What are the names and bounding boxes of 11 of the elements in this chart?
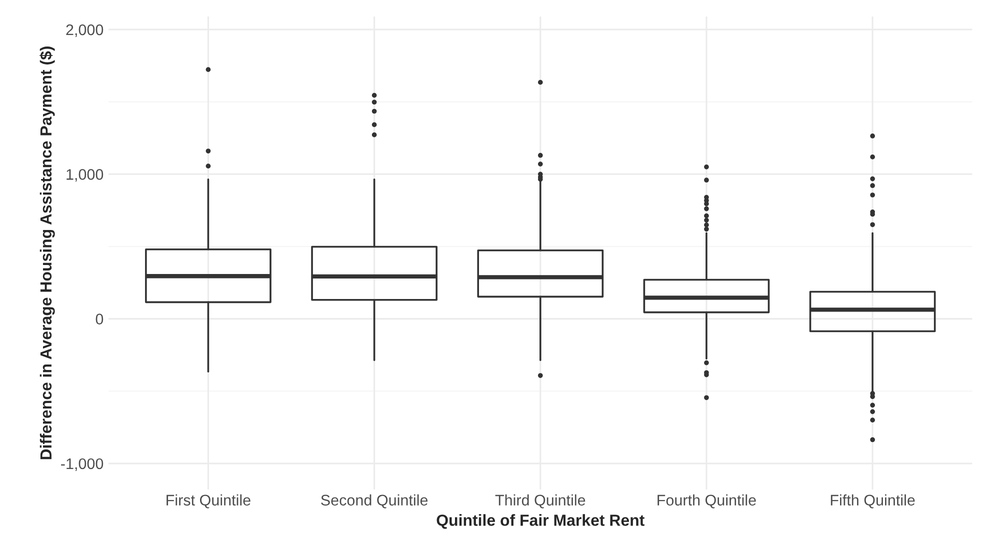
x-tick-label: First Quintile bbox=[166, 494, 250, 508]
y-axis-title: Difference in Average Housing Assistance Payment ($) bbox=[40, 46, 55, 460]
x-axis-title: Quintile of Fair Market Rent bbox=[436, 514, 644, 529]
x-tick-label: Fifth Quintile bbox=[830, 494, 915, 508]
y-tick-label: 1,000 bbox=[66, 169, 104, 182]
y-tick-label: 0 bbox=[96, 314, 104, 324]
x-tick-label: Fourth Quintile bbox=[658, 494, 756, 508]
y-tick-label: 2,000 bbox=[66, 24, 104, 38]
x-tick-label: Second Quintile bbox=[321, 494, 428, 508]
x-tick-label: Third Quintile bbox=[495, 494, 586, 508]
y-tick-label: -1,000 bbox=[61, 458, 104, 471]
